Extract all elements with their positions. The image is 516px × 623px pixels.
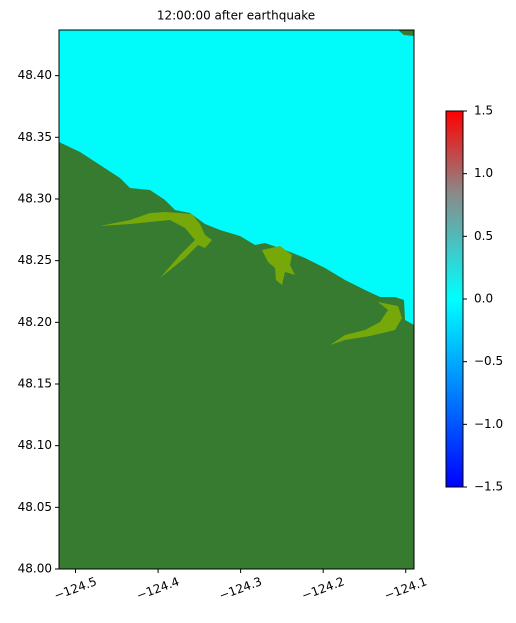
x-tick-label: −124.1: [382, 574, 429, 602]
colorbar-tick-label: −1.0: [474, 417, 503, 431]
colorbar: [445, 110, 464, 488]
estuary: [330, 302, 402, 345]
colorbar-tick-label: 0.0: [474, 292, 493, 306]
y-tick-label: 48.00: [18, 562, 52, 576]
y-tick-label: 48.40: [18, 68, 52, 82]
x-tick-label: −124.4: [135, 574, 182, 602]
x-tick-label: −124.3: [217, 574, 264, 602]
estuary: [262, 246, 295, 285]
x-tick-label: −124.2: [300, 574, 347, 602]
colorbar-tick-label: −1.5: [474, 480, 503, 494]
colorbar-tick-label: 1.0: [474, 166, 493, 180]
water: [59, 30, 414, 325]
y-tick-label: 48.10: [18, 438, 52, 452]
y-tick-label: 48.15: [18, 376, 52, 390]
map-area: [58, 29, 415, 570]
y-tick-label: 48.35: [18, 130, 52, 144]
x-tick-label: −124.5: [52, 574, 99, 602]
axes-frame: [58, 29, 415, 570]
y-tick-label: 48.30: [18, 191, 52, 205]
y-tick-label: 48.20: [18, 315, 52, 329]
y-tick-label: 48.25: [18, 253, 52, 267]
land: [398, 30, 414, 36]
chart-title: 12:00:00 after earthquake: [157, 9, 315, 23]
colorbar-tick-label: 0.5: [474, 229, 493, 243]
colorbar-tick-label: 1.5: [474, 104, 493, 118]
y-tick-label: 48.05: [18, 500, 52, 514]
colorbar-tick-label: −0.5: [474, 354, 503, 368]
